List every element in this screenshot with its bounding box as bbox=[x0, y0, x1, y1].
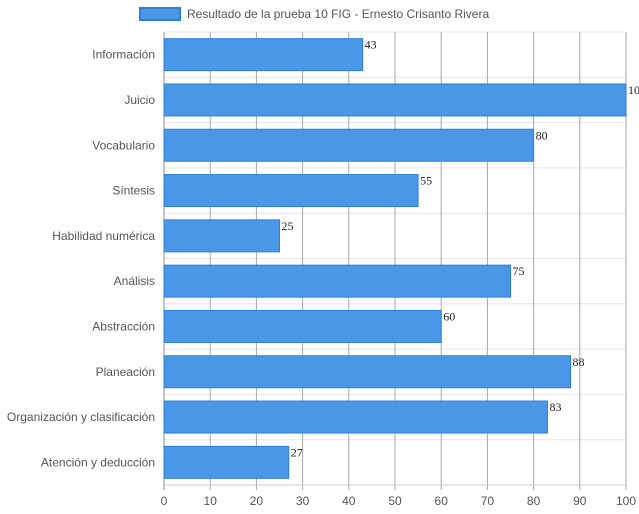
data-label: 27 bbox=[291, 445, 303, 459]
x-tick-label: 60 bbox=[435, 494, 449, 508]
bar[interactable] bbox=[163, 174, 419, 208]
x-tick-label: 10 bbox=[204, 494, 218, 508]
x-tick-label: 0 bbox=[161, 494, 168, 508]
bar[interactable] bbox=[163, 128, 535, 162]
x-tick-label: 100 bbox=[616, 494, 636, 508]
bar[interactable] bbox=[163, 38, 364, 72]
category-label: Organización y clasificación bbox=[7, 410, 155, 424]
category-label: Vocabulario bbox=[92, 138, 155, 152]
x-tick-label: 40 bbox=[342, 494, 356, 508]
category-label: Planeación bbox=[96, 365, 155, 379]
legend[interactable]: Resultado de la prueba 10 FIG - Ernesto … bbox=[139, 7, 489, 21]
data-label: 43 bbox=[365, 38, 377, 52]
bar[interactable] bbox=[163, 83, 627, 117]
category-label: Información bbox=[92, 48, 155, 62]
category-label: Habilidad numérica bbox=[52, 229, 155, 243]
x-tick-label: 20 bbox=[250, 494, 264, 508]
data-labels: 43 100 80 55 25 75 60 88 83 27 bbox=[282, 38, 639, 460]
legend-label: Resultado de la prueba 10 FIG - Ernesto … bbox=[187, 7, 489, 21]
x-tick-label: 90 bbox=[573, 494, 587, 508]
data-label: 55 bbox=[420, 174, 432, 188]
bar[interactable] bbox=[163, 445, 290, 479]
x-tick-label: 70 bbox=[481, 494, 495, 508]
data-label: 60 bbox=[443, 309, 455, 323]
x-tick-label: 80 bbox=[527, 494, 541, 508]
x-tick-label: 50 bbox=[388, 494, 402, 508]
category-label: Abstracción bbox=[92, 319, 155, 333]
bar[interactable] bbox=[163, 309, 442, 343]
category-label: Juicio bbox=[124, 93, 155, 107]
data-label: 88 bbox=[573, 355, 585, 369]
bar[interactable] bbox=[163, 219, 280, 253]
x-tick-labels: 0 10 20 30 40 50 60 70 80 90 100 bbox=[161, 494, 637, 508]
category-label: Síntesis bbox=[112, 184, 155, 198]
legend-swatch bbox=[139, 7, 181, 21]
category-label: Atención y deducción bbox=[41, 455, 155, 469]
data-label: 25 bbox=[282, 219, 294, 233]
data-label: 100 bbox=[628, 83, 639, 97]
data-label: 75 bbox=[513, 264, 525, 278]
bar[interactable] bbox=[163, 355, 572, 389]
bar[interactable] bbox=[163, 264, 511, 298]
data-label: 83 bbox=[549, 400, 561, 414]
category-label: Análisis bbox=[114, 274, 155, 288]
bar[interactable] bbox=[163, 400, 548, 434]
category-labels: Información Juicio Vocabulario Síntesis Habi… bbox=[7, 48, 155, 470]
data-label: 80 bbox=[536, 128, 548, 142]
bars bbox=[163, 38, 627, 479]
x-tick-label: 30 bbox=[296, 494, 310, 508]
